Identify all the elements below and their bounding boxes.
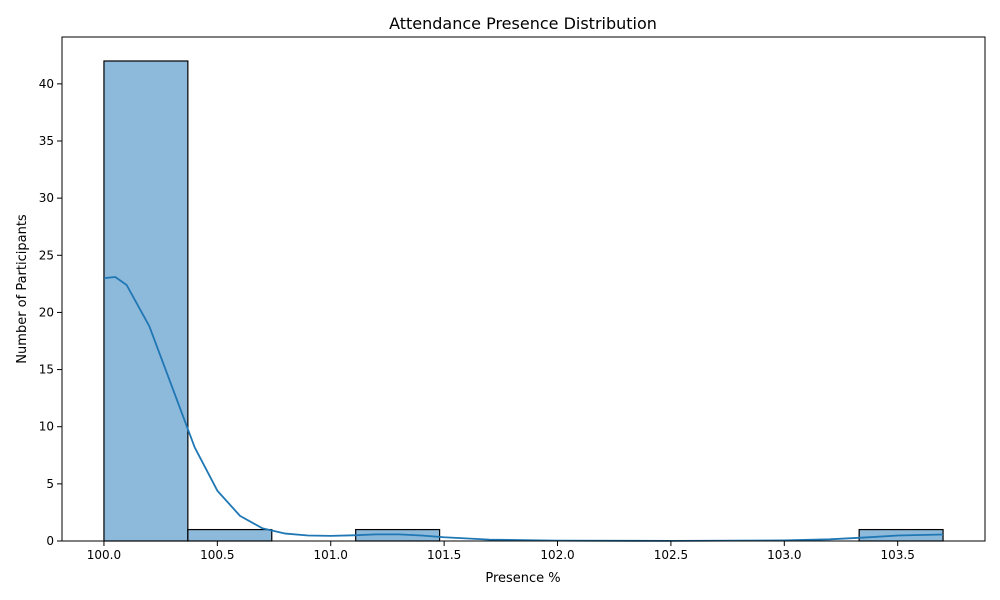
histogram-bar [103,60,189,542]
x-tick-label: 101.0 [314,548,348,562]
x-tick-label: 103.0 [767,548,801,562]
y-tick-label: 5 [46,477,54,491]
histogram-bar [187,528,273,542]
y-tick-label: 20 [39,305,54,319]
y-tick-label: 15 [39,363,54,377]
y-tick-label: 40 [39,77,54,91]
kde-line [103,276,944,542]
y-tick-label: 25 [39,248,54,262]
y-tick-label: 30 [39,191,54,205]
x-tick-label: 102.0 [540,548,574,562]
x-tick-label: 103.5 [881,548,915,562]
x-axis-label: Presence % [485,571,560,586]
y-tick-label: 10 [39,420,54,434]
y-tick-label: 0 [46,534,54,548]
chart-title: Attendance Presence Distribution [389,14,657,33]
x-tick-label: 102.5 [654,548,688,562]
plot-frame [61,36,986,542]
y-axis-label: Number of Participants [15,214,30,364]
y-tick-label: 35 [39,134,54,148]
plot-area: 100.0 100.5 101.0 101.5 102.0 102.5 103.0 103.5… [39,36,986,562]
x-tick-label: 100.0 [87,548,121,562]
x-tick-label: 100.5 [200,548,234,562]
x-tick-label: 101.5 [427,548,461,562]
